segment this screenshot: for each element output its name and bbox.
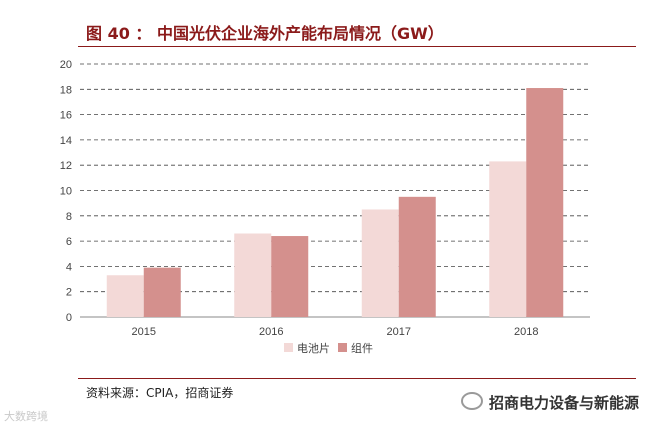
y-tick-label: 2: [66, 287, 72, 299]
x-tick-label: 2015: [132, 326, 156, 338]
bar-2015-0: [106, 275, 144, 317]
legend-label: 电池片: [297, 342, 330, 355]
title-divider: [78, 46, 636, 47]
y-tick-label: 20: [60, 59, 72, 71]
y-tick-label: 16: [60, 110, 72, 122]
legend-label: 组件: [351, 341, 373, 355]
y-tick-label: 0: [66, 312, 72, 324]
bar-2018-1: [526, 88, 564, 317]
bar-2015-1: [143, 267, 181, 317]
footer-divider: [78, 378, 636, 379]
watermark-right: 招商电力设备与新能源: [460, 392, 639, 413]
source-note: 资料来源：CPIA，招商证券: [86, 386, 234, 400]
y-tick-label: 10: [60, 186, 72, 198]
bar-2018-0: [489, 161, 527, 317]
legend-swatch: [338, 343, 347, 352]
y-tick-label: 6: [66, 236, 72, 248]
x-tick-label: 2018: [514, 326, 538, 338]
wechat-icon: [460, 392, 483, 410]
y-tick-label: 8: [66, 211, 72, 223]
bar-2017-0: [361, 209, 399, 317]
watermark-left: 大数跨境: [4, 410, 48, 423]
y-tick-label: 12: [60, 160, 72, 172]
bar-2016-0: [234, 233, 272, 317]
bar-2016-1: [271, 236, 309, 317]
x-tick-label: 2017: [387, 326, 411, 338]
chart-title: 图 40 ： 中国光伏企业海外产能布局情况（GW）: [86, 24, 444, 43]
bar-2017-1: [398, 196, 436, 317]
y-tick-label: 14: [60, 135, 72, 147]
watermark-right-text: 招商电力设备与新能源: [488, 394, 639, 412]
y-tick-label: 18: [60, 84, 72, 96]
bar-chart: 0 2 4 6 8 10 12 14 16 18 20 2015 2016 2017 2018 电池片 组件: [60, 59, 590, 355]
y-tick-label: 4: [66, 261, 72, 273]
legend-swatch: [284, 343, 293, 352]
x-tick-label: 2016: [259, 326, 283, 338]
